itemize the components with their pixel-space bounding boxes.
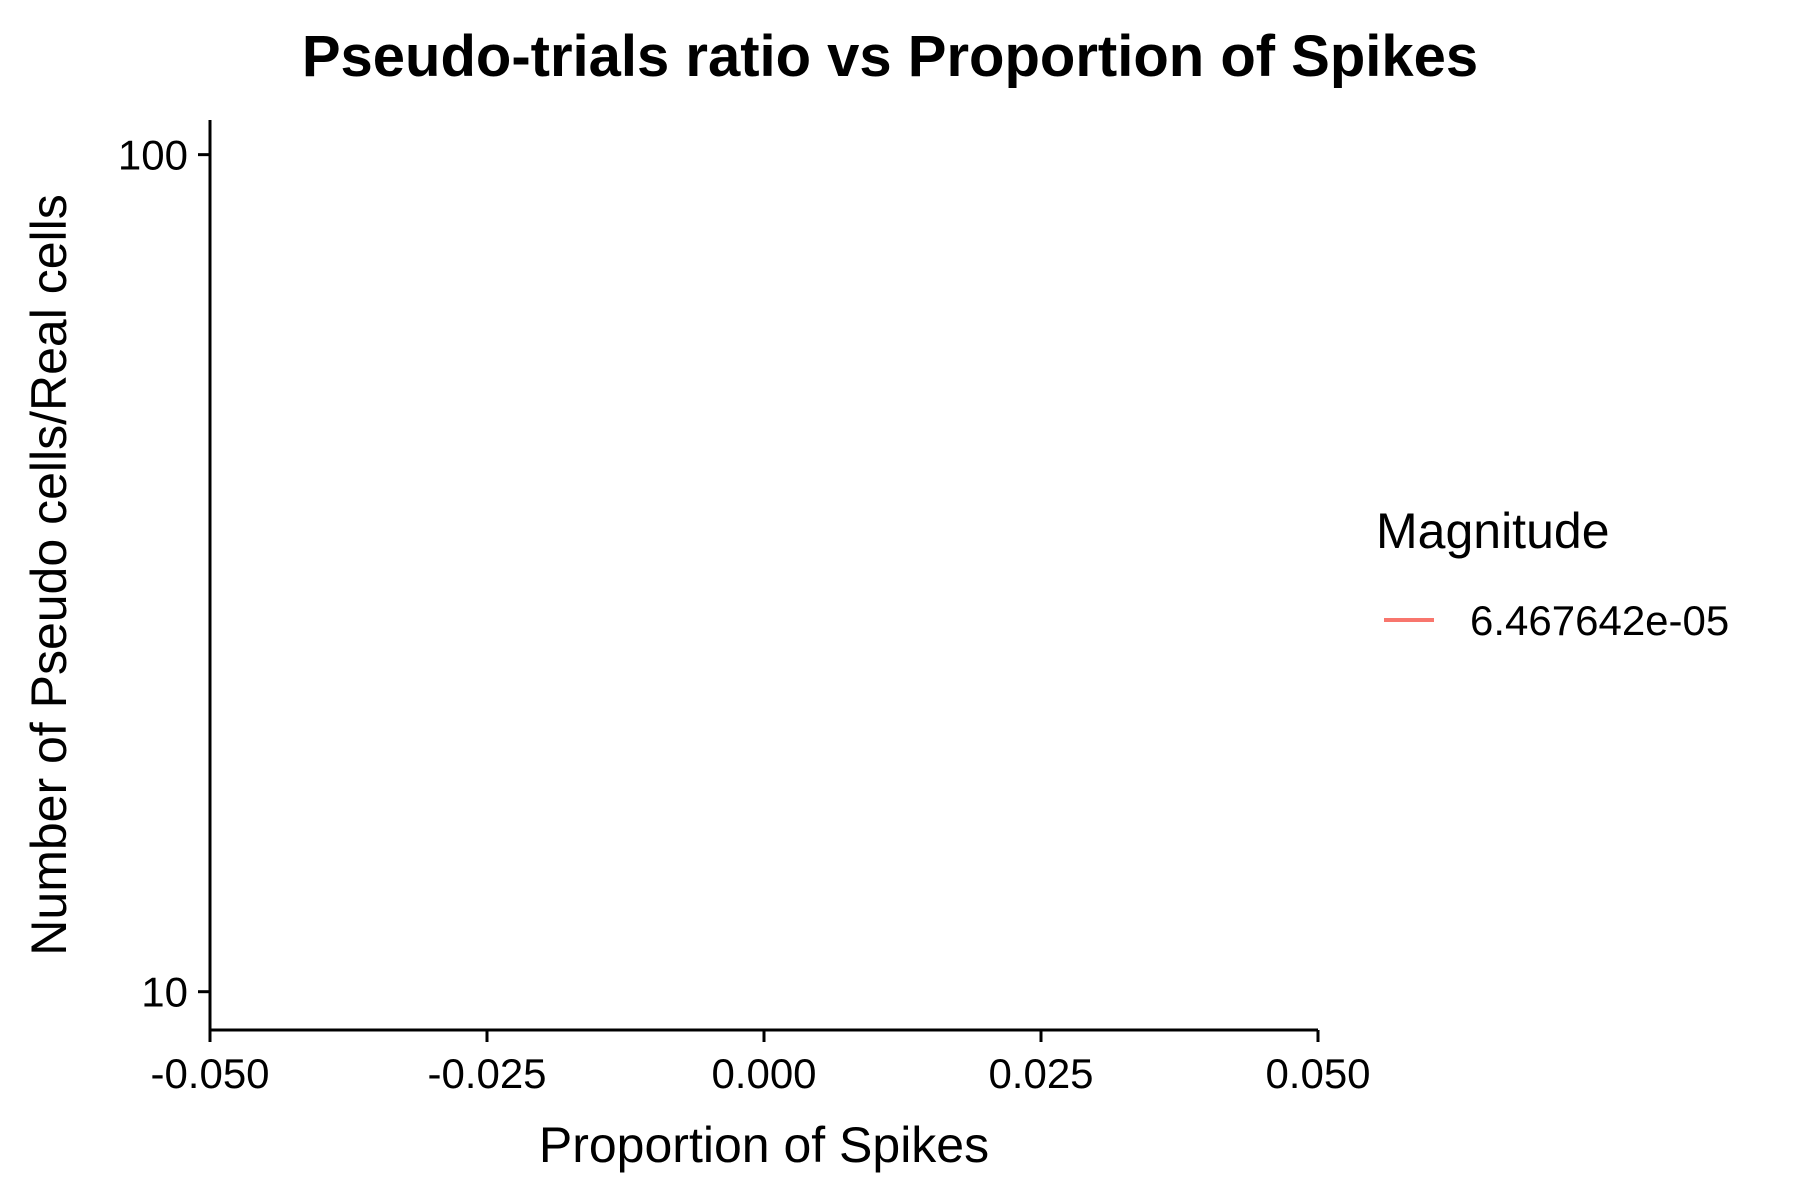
legend-entries: 6.467642e-05 bbox=[1384, 597, 1729, 644]
x-tick-label: 0.050 bbox=[1265, 1050, 1370, 1097]
y-axis-title: Number of Pseudo cells/Real cells bbox=[21, 194, 77, 955]
x-ticks: -0.050 -0.025 0.000 0.025 0.050 bbox=[150, 1030, 1371, 1097]
legend: Magnitude 6.467642e-05 bbox=[1376, 503, 1729, 644]
chart-title: Pseudo-trials ratio vs Proportion of Spi… bbox=[302, 24, 1478, 89]
x-tick-label: -0.025 bbox=[427, 1050, 546, 1097]
x-tick-label: 0.000 bbox=[711, 1050, 816, 1097]
plot-area: -0.050 -0.025 0.000 0.025 0.050 10 100 bbox=[118, 120, 1371, 1097]
x-tick-label: -0.050 bbox=[150, 1050, 269, 1097]
legend-label: 6.467642e-05 bbox=[1470, 597, 1729, 644]
x-tick-label: 0.025 bbox=[988, 1050, 1093, 1097]
y-ticks: 10 100 bbox=[118, 132, 210, 1016]
x-axis-title: Proportion of Spikes bbox=[539, 1117, 989, 1173]
legend-title: Magnitude bbox=[1376, 503, 1610, 559]
y-tick-label: 100 bbox=[118, 132, 188, 179]
y-tick-label: 10 bbox=[141, 969, 188, 1016]
